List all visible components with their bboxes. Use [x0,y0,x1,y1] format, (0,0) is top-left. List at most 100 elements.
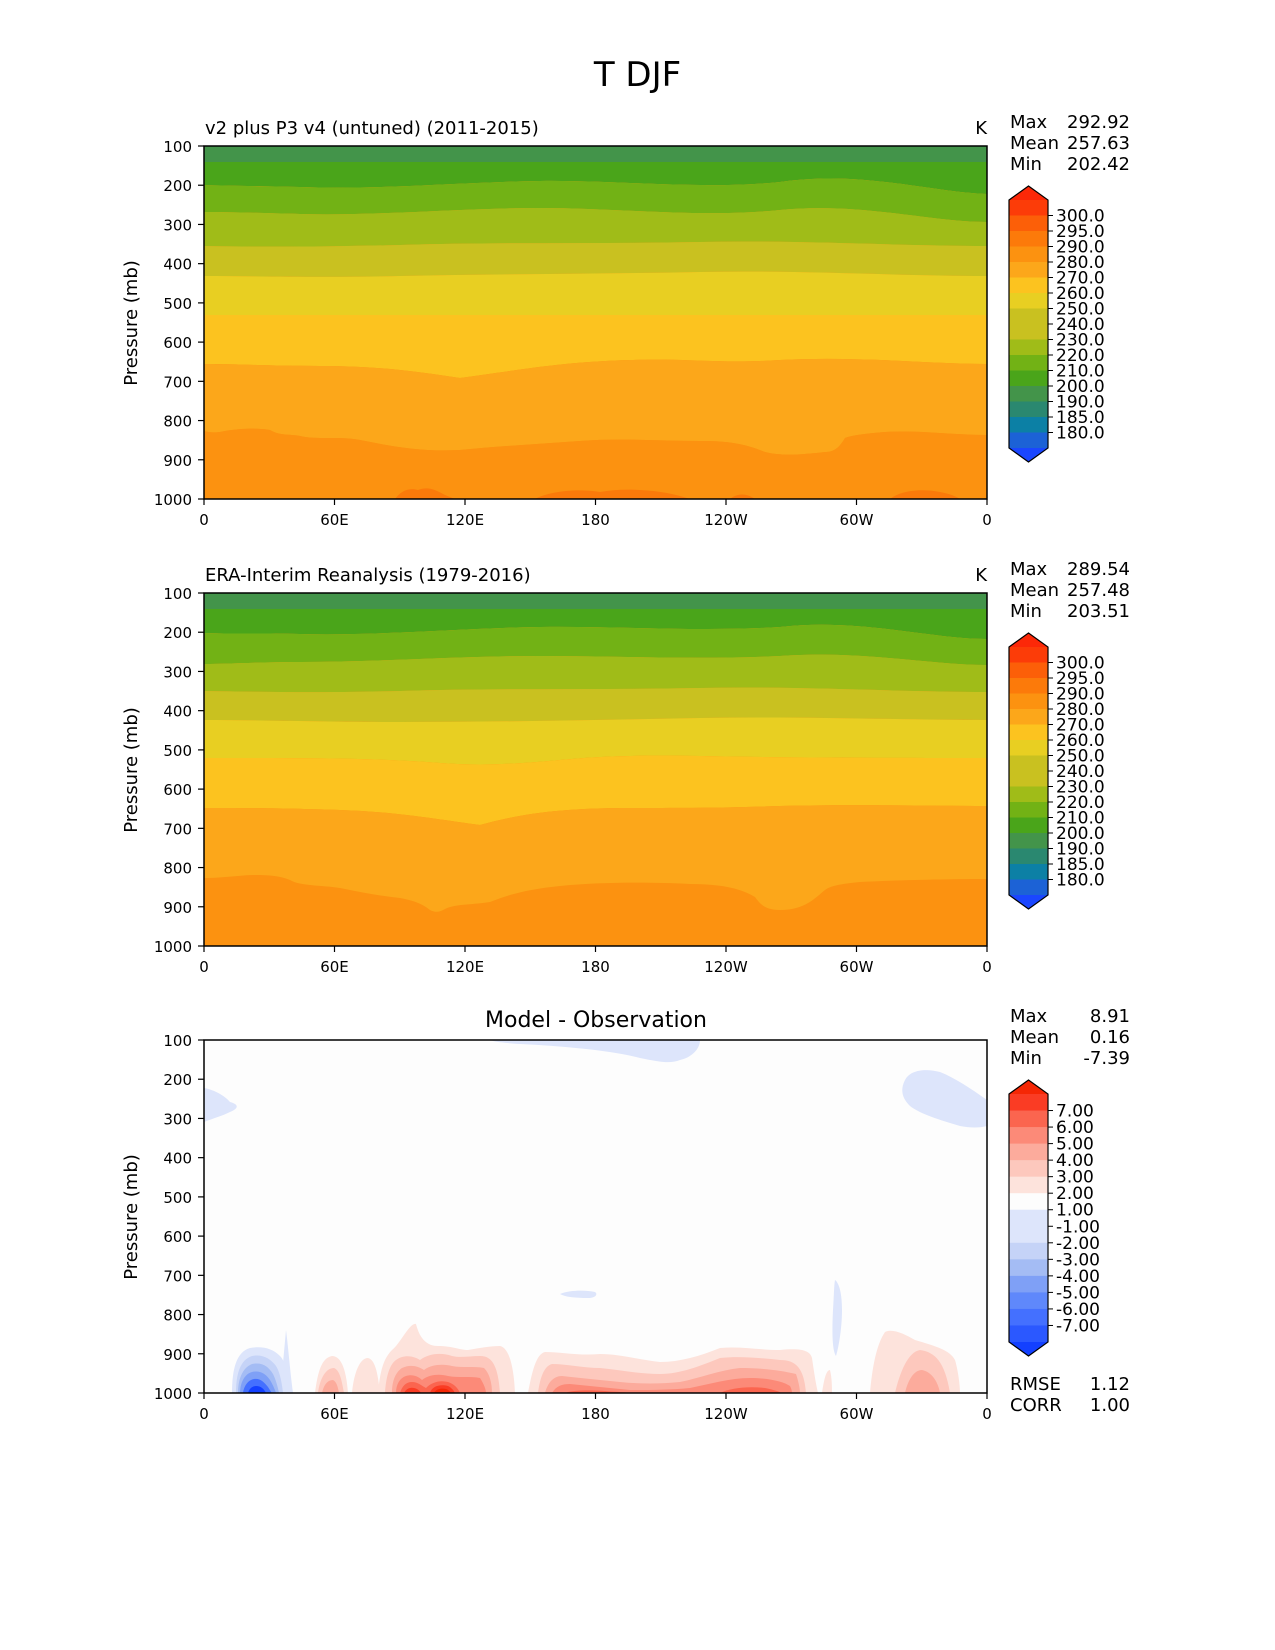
panel-diff: Model - Observation Pressure (mb) 100 200… [121,1006,1130,1423]
metric-label-corr: CORR [1010,1395,1062,1416]
colorbar-band [1009,1308,1048,1326]
stat-label-max: Max [1010,1006,1048,1027]
stat-value-min: -7.39 [1083,1048,1130,1069]
diff-colorbar: 7.006.005.004.003.002.001.00-1.00-2.00-3… [1008,1079,1100,1357]
colorbar-tick-label: -5.00 [1056,1283,1100,1303]
y-tick-label: 500 [163,742,192,760]
stat-value-mean: 0.16 [1090,1027,1130,1048]
colorbar-band [1009,277,1048,294]
y-tick-label: 700 [163,1267,192,1285]
obs-units: K [975,565,988,586]
colorbar-band [1009,231,1048,247]
x-tick-label: 60E [320,958,349,976]
y-tick-label: 100 [163,138,192,156]
colorbar-band [1009,1292,1048,1310]
colorbar-band [1009,848,1048,865]
stat-label-mean: Mean [1010,133,1059,154]
diff-neg-left-6 [248,1386,266,1393]
model-title: v2 plus P3 v4 (untuned) (2011-2015) [205,118,539,139]
diff-stats: Max 8.91 Mean 0.16 Min -7.39 [1010,1006,1130,1069]
colorbar-tick-label: 185.0 [1056,855,1105,875]
stat-value-mean: 257.63 [1067,133,1130,154]
diff-neg-upper-left [204,1088,237,1122]
panel-obs: ERA-Interim Reanalysis (1979-2016) K Pre… [121,559,1130,976]
colorbar-tick-label: -3.00 [1056,1250,1100,1270]
colorbar-band [1009,802,1048,818]
colorbar-over-extension [1009,186,1048,200]
colorbar-band [1009,417,1048,433]
stat-value-max: 8.91 [1090,1006,1130,1027]
colorbar-tick-label: 260.0 [1056,284,1105,304]
colorbar-outline [1008,632,1049,910]
diff-contour-field [204,1040,987,1393]
model-band-8 [204,358,987,455]
colorbar-tick-label: 240.0 [1056,762,1105,782]
obs-band-4 [204,654,987,693]
colorbar-tick-label: 295.0 [1056,669,1105,689]
x-tick-label: 60W [840,1405,874,1423]
colorbar-tick-label: -2.00 [1056,1234,1100,1254]
model-ylabel: Pressure (mb) [121,260,142,386]
y-tick-label: 200 [163,1071,192,1089]
colorbar-band [1009,1242,1048,1260]
model-band-1 [204,146,987,163]
y-tick-label: 300 [163,216,192,234]
obs-contour-field [204,593,987,946]
obs-band-8 [204,805,987,912]
colorbar-tick-label: 200.0 [1056,377,1105,397]
panel-model: v2 plus P3 v4 (untuned) (2011-2015) K Pr… [121,112,1130,529]
diff-ylabel: Pressure (mb) [121,1154,142,1280]
y-tick-label: 100 [163,1032,192,1050]
colorbar-band [1009,833,1048,849]
colorbar-tick-label: 180.0 [1056,424,1105,444]
colorbar-band [1009,215,1048,232]
y-tick-label: 400 [163,256,192,274]
colorbar-tick-label: 220.0 [1056,793,1105,813]
stat-value-max: 292.92 [1067,112,1130,133]
x-tick-label: 60W [840,511,874,529]
colorbar-tick-label: 290.0 [1056,685,1105,705]
colorbar-tick-label: -7.00 [1056,1316,1100,1336]
colorbar-tick-label: 4.00 [1056,1151,1094,1171]
colorbar-tick-label: -4.00 [1056,1267,1100,1287]
colorbar-over-extension [1009,633,1048,647]
stat-value-min: 202.42 [1067,154,1130,175]
colorbar-tick-label: 220.0 [1056,346,1105,366]
colorbar-band [1009,1110,1048,1128]
x-tick-label: 180 [581,958,610,976]
colorbar-tick-label: 3.00 [1056,1168,1094,1188]
colorbar-tick-label: 200.0 [1056,824,1105,844]
colorbar-tick-label: 270.0 [1056,716,1105,736]
colorbar-band [1009,1275,1048,1293]
colorbar-tick-label: 190.0 [1056,840,1105,860]
obs-band-1 [204,593,987,610]
diff-neutral-field [204,1040,987,1393]
colorbar-band [1009,370,1048,387]
colorbar-tick-label: -1.00 [1056,1217,1100,1237]
colorbar-tick-label: 6.00 [1056,1118,1094,1138]
y-tick-label: 1000 [154,491,192,509]
colorbar-band [1009,1143,1048,1161]
x-tick-label: 120E [446,511,484,529]
colorbar-tick-label: 2.00 [1056,1184,1094,1204]
model-band-4 [204,208,987,247]
model-band-10b [535,489,690,499]
colorbar-band [1009,662,1048,679]
model-band-2 [204,162,987,194]
y-tick-label: 100 [163,585,192,603]
colorbar-tick-label: 210.0 [1056,809,1105,829]
diff-neg-mid-blob [560,1290,597,1298]
colorbar-tick-label: 230.0 [1056,331,1105,351]
colorbar-band [1009,755,1048,772]
colorbar-band [1009,355,1048,371]
x-tick-label: 180 [581,1405,610,1423]
metric-label-rmse: RMSE [1010,1374,1061,1395]
x-tick-label: 120E [446,1405,484,1423]
x-tick-label: 0 [199,958,209,976]
colorbar-band [1009,401,1048,418]
diff-pos-7 [434,1388,451,1393]
y-tick-label: 600 [163,1228,192,1246]
colorbar-under-extension [1009,1342,1048,1356]
colorbar-band [1009,1127,1048,1145]
colorbar-outline [1008,185,1049,463]
